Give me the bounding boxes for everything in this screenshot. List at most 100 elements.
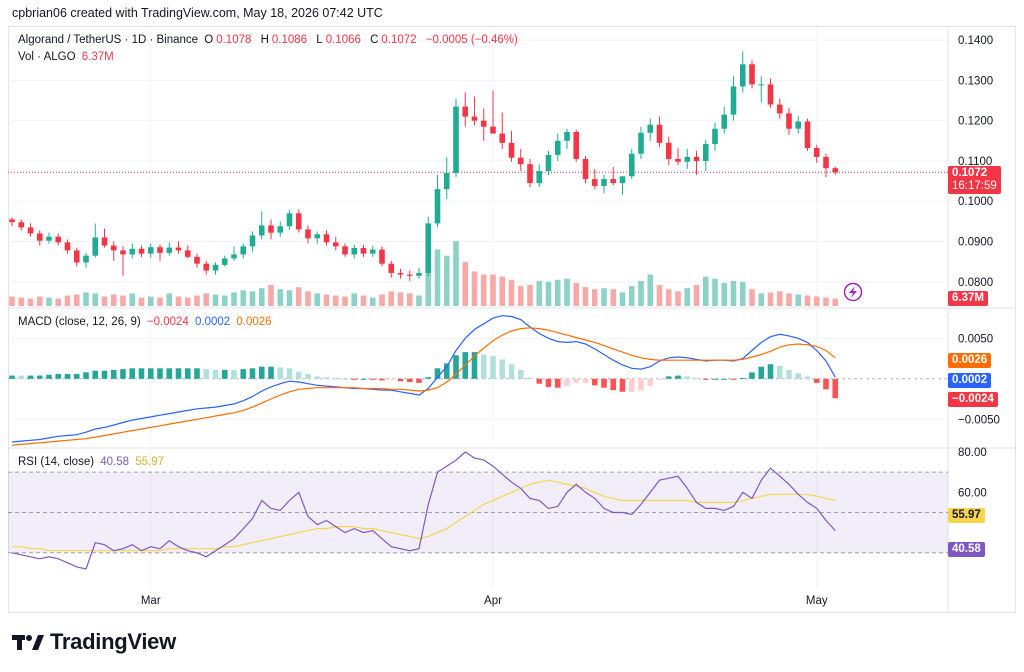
- macd-hist-bar: [342, 378, 348, 380]
- candle-body: [203, 263, 210, 271]
- candle-body: [351, 247, 358, 255]
- macd-hist-bar: [712, 378, 718, 380]
- volume-bar: [110, 294, 117, 306]
- lightning-icon[interactable]: [843, 282, 863, 302]
- candle-body: [601, 179, 607, 186]
- macd-tick-label: 0.0050: [958, 333, 993, 345]
- volume-bar: [286, 290, 293, 306]
- volume-bar: [231, 292, 237, 306]
- candle-body: [379, 249, 385, 264]
- macd-hist-bar: [286, 368, 293, 379]
- candle-body: [527, 164, 533, 184]
- price-tag: 0.1072 16:17:59: [948, 166, 1001, 194]
- candle-body: [425, 223, 432, 273]
- volume-tag: 6.37M: [948, 291, 988, 306]
- candle-body: [832, 168, 839, 173]
- candle-body: [823, 156, 829, 169]
- volume-bar: [665, 289, 672, 306]
- candle-body: [157, 247, 163, 253]
- macd-hist-bar: [73, 373, 80, 379]
- volume-bar: [258, 288, 265, 306]
- macd-hist-bar: [480, 354, 487, 379]
- macd-tick-label: −0.0050: [958, 414, 1000, 426]
- volume-bar: [157, 297, 163, 306]
- volume-bar: [554, 279, 561, 306]
- macd-hist-bar: [388, 378, 395, 380]
- macd-hist-bar: [258, 366, 265, 379]
- volume-value: 6.37M: [81, 51, 114, 63]
- macd-hist-bar: [647, 378, 654, 387]
- volume-bar: [490, 274, 496, 306]
- macd-hist-bar: [157, 368, 163, 379]
- volume-bar: [277, 289, 284, 306]
- macd-legend: MACD (close, 12, 26, 9) −0.0024 0.0002 0…: [18, 316, 275, 328]
- volume-bar: [101, 296, 108, 306]
- volume-bar: [582, 287, 589, 306]
- macd-hist-bar: [101, 370, 108, 379]
- axes: 0.1400 0.1300 0.1200 0.1100 0.1000 0.0900 0.08…: [141, 35, 1000, 607]
- volume-bar: [601, 288, 607, 306]
- macd-hist-bar: [184, 368, 191, 379]
- volume-bar: [675, 291, 681, 306]
- candle-body: [101, 237, 108, 246]
- macd-hist-bar: [601, 378, 607, 388]
- macd-hist-value: −0.0024: [146, 316, 189, 328]
- candle-body: [702, 144, 709, 161]
- candle-body: [258, 225, 265, 236]
- candle-body: [184, 250, 191, 257]
- price-tick-label: 0.1400: [958, 35, 993, 47]
- macd-title: MACD (close, 12, 26, 9): [18, 316, 141, 328]
- candle-body: [638, 132, 644, 154]
- candle-body: [369, 249, 376, 254]
- candle-body: [360, 247, 367, 254]
- volume-bar: [702, 276, 709, 306]
- macd-hist-bar: [129, 368, 136, 379]
- footer-brand[interactable]: TradingView: [12, 629, 176, 655]
- macd-hist-bar: [194, 368, 200, 379]
- candle-body: [92, 237, 99, 256]
- candle-body: [175, 247, 182, 251]
- candle-body: [231, 254, 237, 259]
- macd-hist-bar: [536, 378, 543, 384]
- volume-bars: [9, 241, 839, 306]
- close-label: C: [370, 34, 379, 46]
- time-tick-label: Mar: [141, 595, 161, 607]
- macd-hist-bar: [323, 377, 330, 379]
- close-value: 0.1072: [381, 34, 417, 46]
- macd-hist-bar: [554, 378, 561, 388]
- grid-lines: [8, 26, 1016, 612]
- volume-bar: [240, 290, 247, 306]
- candle-body: [9, 219, 15, 223]
- candle-body: [434, 189, 441, 224]
- candle-body: [564, 131, 570, 141]
- macd-hist-bar: [693, 378, 700, 379]
- time-tick-label: Apr: [484, 595, 502, 607]
- rsi-tick-label: 80.00: [958, 447, 987, 459]
- macd-hist-bar: [110, 369, 117, 379]
- volume-bar: [684, 288, 691, 306]
- open-value: 0.1078: [216, 34, 252, 46]
- macd-hist-bar: [508, 364, 515, 379]
- rsi-tag: 40.58: [948, 542, 985, 557]
- volume-bar: [314, 293, 321, 306]
- macd-hist-bar: [721, 378, 728, 380]
- macd-hist-bar: [425, 377, 432, 379]
- volume-bar: [573, 282, 580, 306]
- macd-hist-bar: [175, 368, 182, 379]
- macd-hist-bar: [545, 378, 552, 387]
- macd-hist-bar: [758, 366, 765, 379]
- symbol-label: Algorand / TetherUS · 1D · Binance: [18, 34, 199, 46]
- volume-bar: [83, 292, 89, 306]
- candle-body: [443, 173, 450, 190]
- candle-body: [739, 64, 746, 87]
- candle-body: [286, 213, 293, 227]
- candle-body: [730, 86, 737, 115]
- volume-bar: [212, 294, 219, 306]
- volume-bar: [721, 282, 728, 306]
- chart-frame: [8, 26, 1016, 613]
- candle-body: [110, 245, 117, 251]
- macd-hist-bar: [443, 363, 450, 379]
- macd-hist-bar: [277, 367, 284, 379]
- volume-bar: [480, 274, 487, 306]
